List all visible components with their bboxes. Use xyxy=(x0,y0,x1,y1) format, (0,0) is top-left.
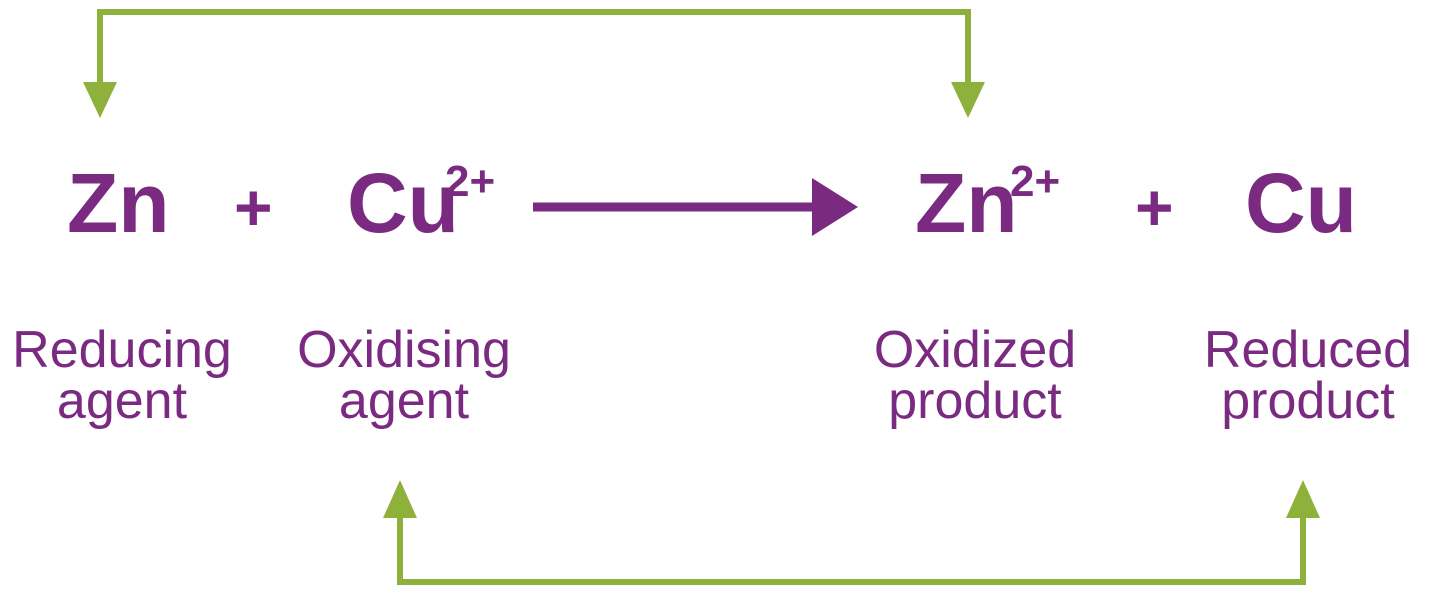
label-reduced-product-line1: Reduced xyxy=(1204,321,1412,379)
label-oxidized-product-line1: Oxidized xyxy=(874,321,1076,379)
label-reducing-agent-line1: Reducing xyxy=(12,321,232,379)
label-reducing-agent: Reducing agent xyxy=(12,321,232,430)
bottom-connector-right-arrowhead xyxy=(1286,480,1320,518)
plus-sign-products: + xyxy=(1135,170,1174,244)
product-cu-symbol: Cu xyxy=(1245,156,1357,250)
reactant-cu-ion-charge: 2+ xyxy=(445,157,495,206)
bottom-connector-left-arrowhead xyxy=(383,480,417,518)
label-oxidising-agent-line2: agent xyxy=(339,372,470,430)
label-reduced-product-line2: product xyxy=(1221,372,1395,430)
label-reducing-agent-line2: agent xyxy=(57,372,188,430)
label-oxidising-agent-line1: Oxidising xyxy=(297,321,511,379)
bottom-connector xyxy=(383,480,1320,585)
product-zn-ion-charge: 2+ xyxy=(1010,157,1060,206)
top-connector-line xyxy=(97,9,971,90)
plus-sign-reactants: + xyxy=(234,170,273,244)
reactant-cu-ion-symbol: Cu xyxy=(347,156,459,250)
label-reduced-product: Reduced product xyxy=(1204,321,1412,430)
label-oxidized-product: Oxidized product xyxy=(874,321,1076,430)
label-oxidising-agent: Oxidising agent xyxy=(297,321,511,430)
bottom-connector-line xyxy=(397,512,1306,585)
product-zn-ion-symbol: Zn xyxy=(915,156,1018,250)
top-connector-left-arrowhead xyxy=(83,82,117,118)
top-connector-right-arrowhead xyxy=(951,82,985,118)
yields-arrow-head xyxy=(812,178,858,236)
label-oxidized-product-line2: product xyxy=(888,372,1062,430)
yields-arrow xyxy=(533,178,858,236)
reactant-zn-symbol: Zn xyxy=(67,156,170,250)
top-connector xyxy=(83,9,985,118)
